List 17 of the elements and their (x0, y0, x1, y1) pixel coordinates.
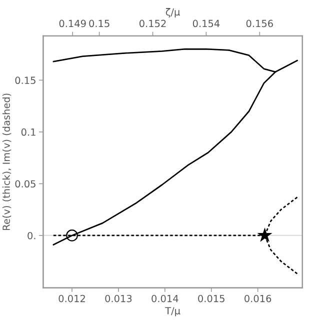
x2-tick-label: 0.156 (246, 20, 273, 28)
x-tick-label: 0.014 (152, 294, 178, 302)
x-tick-label: 0.012 (58, 294, 85, 302)
y-tick-label: 0.1 (21, 128, 36, 136)
y-tick-label: 0.05 (15, 180, 36, 188)
y-axis-title: Re(v) (thick), Im(v) (dashed) (2, 94, 12, 230)
x2-tick-label: 0.15 (89, 20, 110, 28)
x2-tick-label: 0.154 (192, 20, 220, 28)
y-tick-label: 0.15 (15, 76, 36, 84)
x2-axis-title: ζ/μ (166, 8, 180, 18)
x-tick-label: 0.013 (105, 294, 132, 302)
y-tick-label: 0. (28, 232, 36, 240)
x-tick-label: 0.016 (244, 294, 272, 302)
x2-tick-label: 0.152 (139, 20, 166, 28)
x2-tick-label: 0.149 (59, 20, 86, 28)
x-tick-label: 0.015 (198, 294, 224, 302)
x-axis-title: T/μ (165, 307, 180, 316)
